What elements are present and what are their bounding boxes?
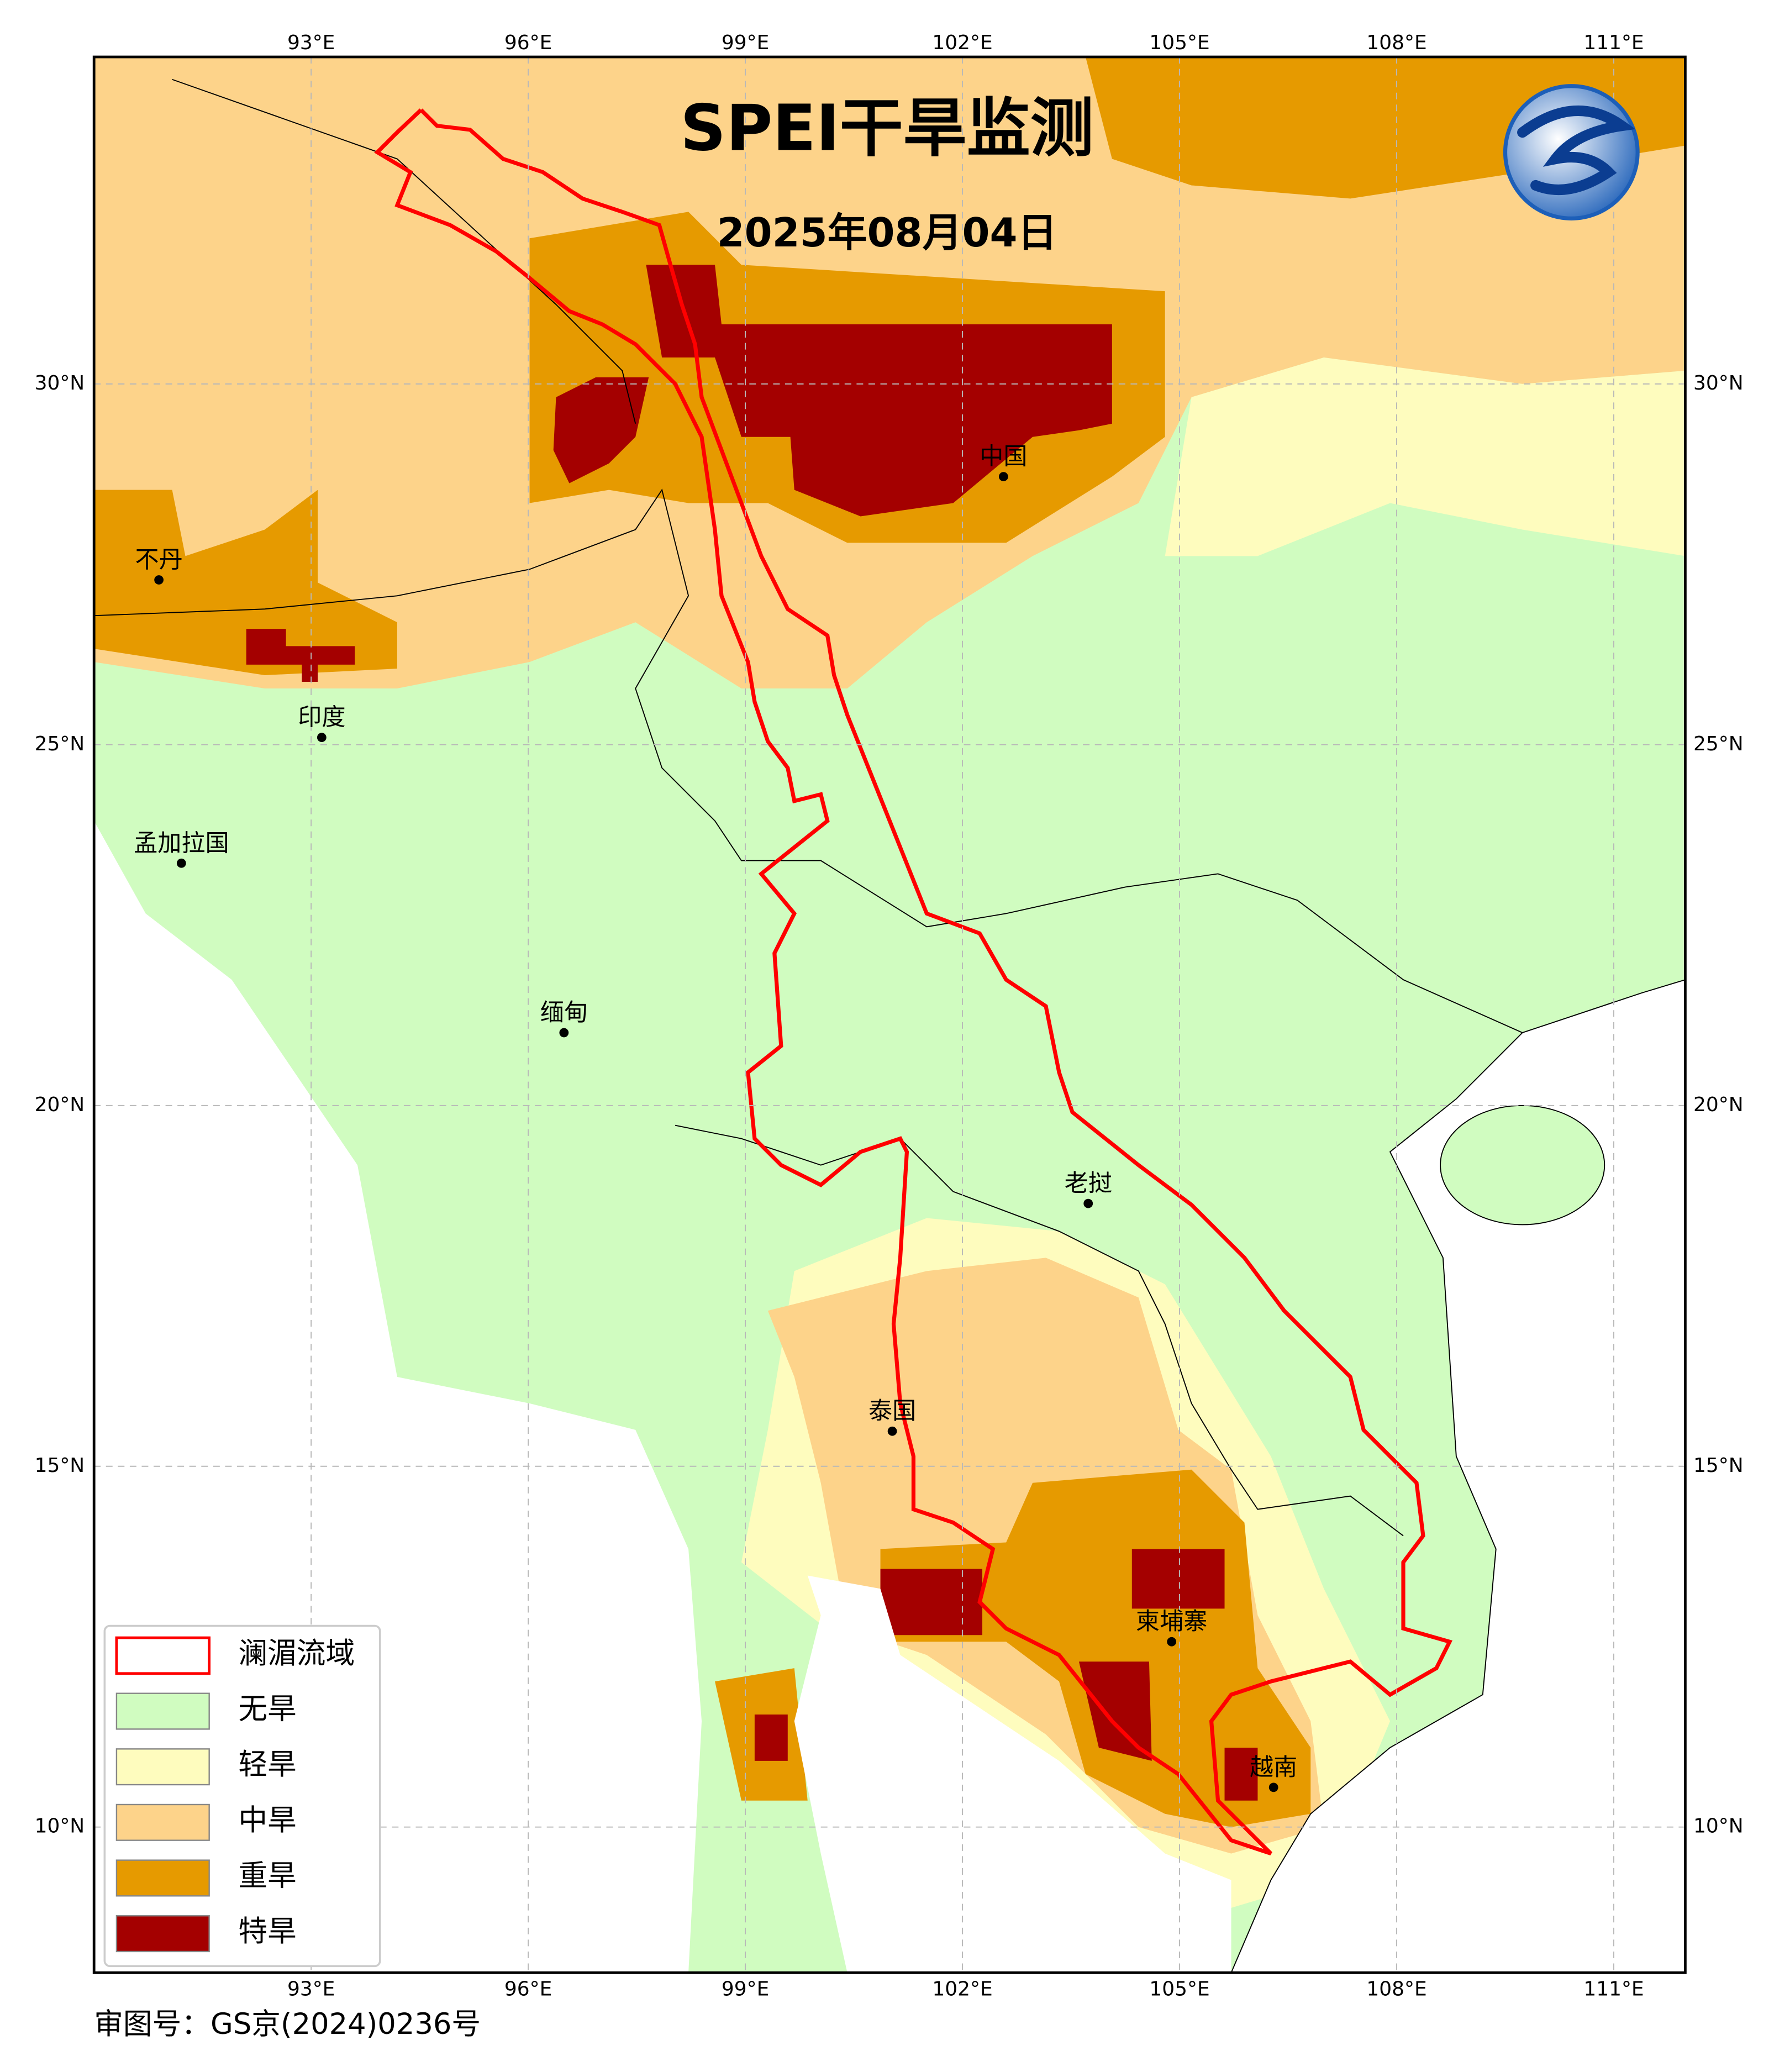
place-dot	[559, 1028, 569, 1038]
extreme-drought-area	[553, 377, 649, 483]
lon-label: 99°E	[722, 1978, 769, 2000]
legend-swatch	[115, 1915, 210, 1953]
place-dot	[1167, 1637, 1177, 1647]
legend-label: 重旱	[238, 1859, 296, 1892]
legend-swatch	[115, 1859, 210, 1897]
place-dot	[1083, 1198, 1093, 1208]
axis-labels: 93°E 93°E 96°E 96°E 99°E 99°E 102°E 102°E 105°E 1…	[35, 31, 1744, 2000]
place-label: 泰国	[868, 1397, 916, 1425]
footer: 审图号：GS京(2024)0236号	[94, 2007, 481, 2041]
place-label: 印度	[298, 704, 345, 732]
lon-label: 96°E	[504, 31, 552, 54]
lat-label: 20°N	[35, 1093, 85, 1116]
place-dot	[154, 575, 164, 585]
place-label: 越南	[1250, 1754, 1297, 1781]
place-label: 中国	[980, 443, 1027, 471]
lat-label: 25°N	[1693, 733, 1744, 755]
place-dot	[317, 733, 327, 743]
hainan-island	[1440, 1105, 1605, 1226]
place-label: 柬埔寨	[1136, 1608, 1207, 1635]
lon-label: 93°E	[287, 1978, 335, 2000]
lon-label: 102°E	[932, 31, 992, 54]
place-label: 不丹	[135, 546, 182, 574]
lat-label: 25°N	[35, 733, 85, 755]
extreme-drought-area	[880, 1569, 983, 1635]
lon-label: 108°E	[1366, 1978, 1426, 2000]
legend-label: 中旱	[238, 1803, 296, 1837]
light-drought-area	[1165, 357, 1686, 556]
sea	[1230, 979, 1686, 1973]
legend-label: 轻旱	[238, 1748, 296, 1781]
extreme-drought-area	[246, 629, 355, 682]
extreme-drought-area	[754, 1715, 788, 1761]
extreme-drought-area	[1131, 1549, 1225, 1609]
place-dot	[887, 1426, 897, 1436]
legend-swatch	[115, 1692, 210, 1730]
graticule	[94, 57, 1686, 1973]
lon-label: 105°E	[1149, 1978, 1209, 2000]
map-frame	[92, 55, 1687, 1974]
severe-drought-area	[94, 490, 397, 676]
legend-label: 无旱	[238, 1692, 296, 1726]
lon-label: 111°E	[1583, 1978, 1644, 2000]
place-label: 孟加拉国	[134, 829, 229, 857]
place-label: 老挝	[1065, 1170, 1112, 1197]
title: SPEI干旱监测	[680, 91, 1093, 165]
legend-label: 特旱	[238, 1915, 296, 1948]
place-dot	[176, 858, 186, 868]
place-dot	[998, 472, 1008, 482]
basin-outline	[374, 108, 1453, 1856]
lat-label: 15°N	[1693, 1454, 1744, 1477]
legend-swatch	[115, 1748, 210, 1786]
extreme-drought-area	[1078, 1661, 1152, 1761]
lon-label: 102°E	[932, 1978, 992, 2000]
border	[172, 78, 636, 424]
lat-label: 30°N	[35, 372, 85, 395]
sea	[794, 1575, 1231, 1973]
map-area	[94, 57, 1686, 1973]
border	[675, 1124, 1404, 1537]
legend-label: 澜湄流域	[238, 1637, 355, 1670]
extreme-drought-area	[1224, 1747, 1258, 1801]
border	[94, 488, 1523, 1033]
legend-swatch	[115, 1803, 210, 1841]
date: 2025年08月04日	[717, 209, 1057, 256]
lon-label: 93°E	[287, 31, 335, 54]
lon-label: 111°E	[1583, 31, 1644, 54]
lat-label: 10°N	[1693, 1815, 1744, 1838]
lon-label: 108°E	[1366, 31, 1426, 54]
lat-label: 15°N	[35, 1454, 85, 1477]
lat-label: 30°N	[1693, 372, 1744, 395]
lon-label: 96°E	[504, 1978, 552, 2000]
place-label: 缅甸	[540, 999, 588, 1027]
place-dot	[1268, 1782, 1278, 1792]
lon-label: 105°E	[1149, 31, 1209, 54]
extreme-drought-area	[646, 265, 1112, 517]
lon-label: 99°E	[722, 31, 769, 54]
legend-swatch	[115, 1636, 211, 1675]
logo	[1503, 84, 1640, 220]
lat-label: 20°N	[1693, 1093, 1744, 1116]
lat-label: 10°N	[35, 1815, 85, 1838]
